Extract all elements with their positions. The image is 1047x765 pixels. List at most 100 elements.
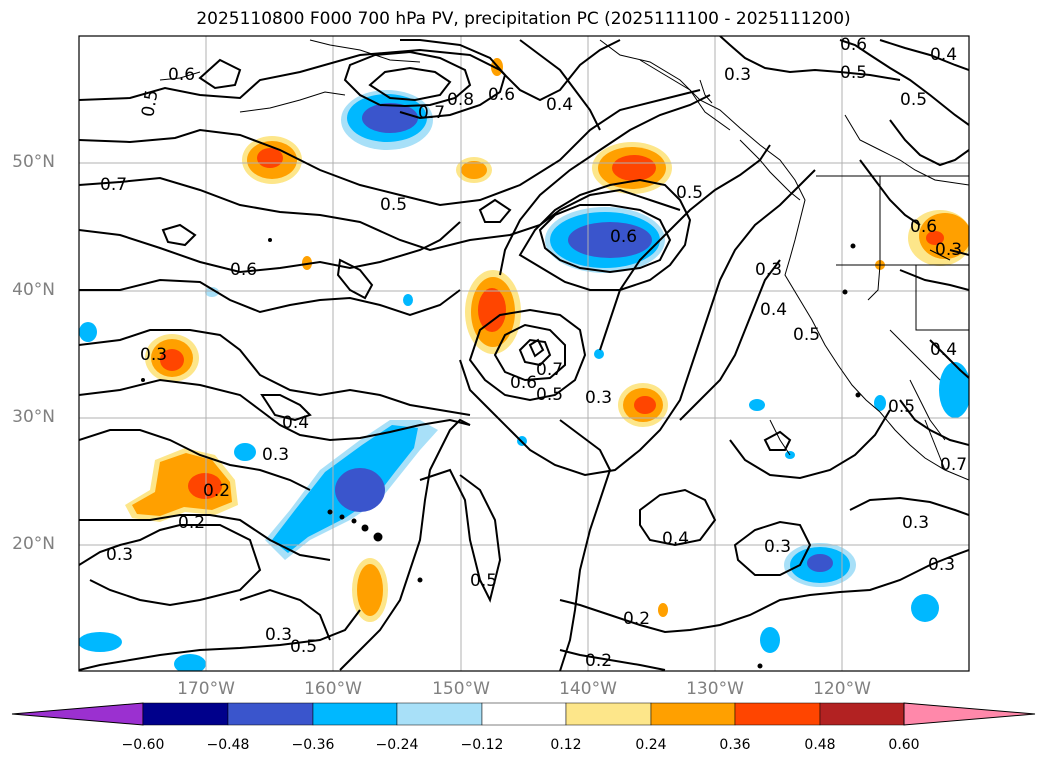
precip-neg-patch [362,103,418,133]
contour-label: 0.2 [203,481,230,501]
precip-pos-patch [188,473,222,499]
contour-label: 0.5 [470,571,497,591]
precip-neg-patch [568,222,652,258]
precip-pos-patch [926,231,944,245]
contour-label: 0.7 [418,103,445,123]
colorbar-segment [396,702,483,726]
precip-pos-patch [478,288,506,332]
contour-label: 0.3 [902,513,929,533]
precip-neg-patch [911,594,939,622]
lon-label-140w: 140°W [559,679,617,699]
colorbar-tick-label: −0.48 [206,737,250,753]
contour-label: 0.3 [928,555,955,575]
contour-label: 0.4 [282,413,309,433]
contour-label: 0.5 [840,63,867,83]
precip-neg-patch [205,287,219,297]
colorbar-tick-label: 0.36 [719,737,751,753]
colorbar-segment [312,702,398,726]
contour-label: 0.4 [930,45,957,65]
contour-label: 0.4 [760,300,787,320]
colorbar-tick-label: 0.12 [550,737,582,753]
contour-label: 0.3 [262,445,289,465]
contour-label: 0.6 [910,217,937,237]
contour-label: 0.5 [290,637,317,657]
colorbar-segment [819,702,905,726]
contour-label: 0.7 [536,360,563,380]
contour-label: 0.2 [178,513,205,533]
lon-label-120w: 120°W [813,679,871,699]
contour-label: 0.3 [265,625,292,645]
contour-label: 0.3 [764,537,791,557]
precip-neg-patch [939,362,969,418]
precip-pos-patch [461,161,487,179]
precip-pos-patch [919,213,969,259]
contour-label: 0.5 [793,325,820,345]
lat-label-40n: 40°N [12,280,55,300]
figure-title: 2025110800 F000 700 hPa PV, precipitatio… [196,9,851,29]
contour-label: 0.4 [930,340,957,360]
contour-label: 0.8 [447,90,474,110]
lon-label-160w: 160°W [304,679,362,699]
contour-label: 0.3 [140,345,167,365]
precip-pos-patch [132,453,232,516]
colorbar-segment [227,702,314,726]
colorbar-segment [565,702,652,726]
contour-label: 0.7 [940,455,967,475]
contour-label: 0.6 [488,85,515,105]
precip-neg-patch [874,395,886,411]
lon-label-150w: 150°W [432,679,490,699]
precip-neg-patch [760,627,780,653]
contour-label: 0.5 [900,90,927,110]
contour-label: 0.3 [106,545,133,565]
precip-patches [79,58,969,671]
precip-pos-patch [160,349,184,371]
colorbar-tick-label: −0.24 [375,737,419,753]
contour-label: 0.6 [168,65,195,85]
colorbar-tick-label: 0.24 [635,737,667,753]
colorbar-tick-label: −0.60 [121,737,165,753]
colorbar-extend-max [903,702,1036,726]
precip-neg-patch [807,554,833,572]
precip-neg-patch [594,349,604,359]
colorbar-tick-label: −0.36 [291,737,335,753]
precip-pos-patch [634,396,656,414]
contour-label: 0.4 [662,529,689,549]
gridlines [79,36,969,671]
contour-label: 0.6 [510,373,537,393]
lat-label-50n: 50°N [12,152,55,172]
contour-label: 0.3 [935,240,962,260]
precip-neg-patch [749,399,765,411]
contour-label: 0.5 [888,397,915,417]
precip-neg-patch [335,468,385,512]
islands [141,238,861,669]
lon-label-170w: 170°W [177,679,235,699]
contour-label: 0.3 [724,65,751,85]
colorbar-segment [142,702,229,726]
precip-pos-patch [257,148,283,168]
precip-neg-patch [79,322,97,342]
precip-neg-patch [174,654,206,671]
contour-label: 0.5 [380,195,407,215]
contour-label: 0.3 [585,388,612,408]
precip-pos-patch [658,603,668,617]
colorbar-extend-min [11,702,144,726]
colorbar [11,702,1036,726]
precip-neg-patch [234,443,256,461]
precip-neg-patch [79,632,122,652]
colorbar-tick-label: 0.48 [804,737,836,753]
contour-label: 0.2 [623,609,650,629]
contour-label: 0.4 [546,95,573,115]
colorbar-segment [734,702,821,726]
lon-label-130w: 130°W [686,679,744,699]
contour-label: 0.6 [610,227,637,247]
contour-label: 0.5 [676,183,703,203]
contour-label: 0.6 [840,35,867,55]
contour-label: 0.5 [536,385,563,405]
colorbar-segment [650,702,736,726]
colorbar-segment [481,702,567,726]
colorbar-tick-label: 0.60 [888,737,920,753]
contour-label: 0.3 [755,260,782,280]
precip-pos-patch [357,564,383,616]
colorbar-tick-label: −0.12 [460,737,504,753]
